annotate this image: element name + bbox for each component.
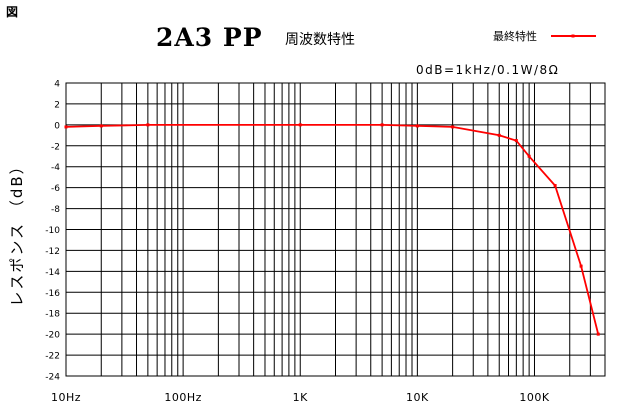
legend-marker xyxy=(571,34,575,38)
y-tick-label: -14 xyxy=(45,268,60,278)
y-axis-label: レスポンス （dB） xyxy=(8,157,26,306)
x-tick-label: 100K xyxy=(519,391,549,404)
y-tick-label: -22 xyxy=(45,352,60,362)
data-point xyxy=(497,133,501,137)
plot-frame xyxy=(65,82,606,377)
y-tick-label: -10 xyxy=(45,226,60,236)
y-tick-label: 4 xyxy=(54,80,60,90)
data-point xyxy=(146,123,150,127)
x-tick-labels: 10Hz 100Hz 1K 10K 100K xyxy=(51,391,549,404)
data-point xyxy=(415,124,419,128)
x-tick-label: 100Hz xyxy=(164,391,202,404)
data-point xyxy=(527,154,531,158)
reference-note: 0dB=1kHz/0.1W/8Ω xyxy=(416,63,559,77)
chart-title: 2A3 PP xyxy=(156,23,263,52)
data-point xyxy=(380,123,384,127)
y-tick-label: -4 xyxy=(51,163,60,173)
data-point xyxy=(64,125,68,129)
y-tick-label: -16 xyxy=(45,289,60,299)
figure-label: 図 xyxy=(6,5,18,19)
y-tick-label: -24 xyxy=(45,373,60,383)
series-layer xyxy=(64,123,600,336)
plot-grid xyxy=(65,82,606,377)
y-tick-label: 2 xyxy=(54,100,60,110)
x-tick-label: 1K xyxy=(293,391,308,404)
y-tick-label: -6 xyxy=(51,184,60,194)
data-point xyxy=(579,264,583,268)
y-tick-label: -12 xyxy=(45,247,60,257)
y-tick-label: -20 xyxy=(45,331,60,341)
data-point xyxy=(451,125,455,129)
chart-subtitle: 周波数特性 xyxy=(285,32,355,48)
legend: 最終特性 xyxy=(493,29,596,43)
legend-label: 最終特性 xyxy=(493,29,537,43)
y-tick-labels: 4 2 0 -2 -4 -6 -8 -10 -12 -14 -16 -18 -20 -22 -24 xyxy=(45,80,60,383)
y-tick-label: -18 xyxy=(45,310,60,320)
x-tick-label: 10K xyxy=(406,391,429,404)
data-point xyxy=(99,124,103,128)
data-point xyxy=(596,332,600,336)
data-point xyxy=(298,123,302,127)
data-point xyxy=(514,139,518,143)
y-tick-label: -2 xyxy=(51,142,60,152)
y-tick-label: 0 xyxy=(54,121,60,131)
y-tick-label: -8 xyxy=(51,205,60,215)
data-point xyxy=(553,184,557,188)
x-tick-label: 10Hz xyxy=(51,391,81,404)
